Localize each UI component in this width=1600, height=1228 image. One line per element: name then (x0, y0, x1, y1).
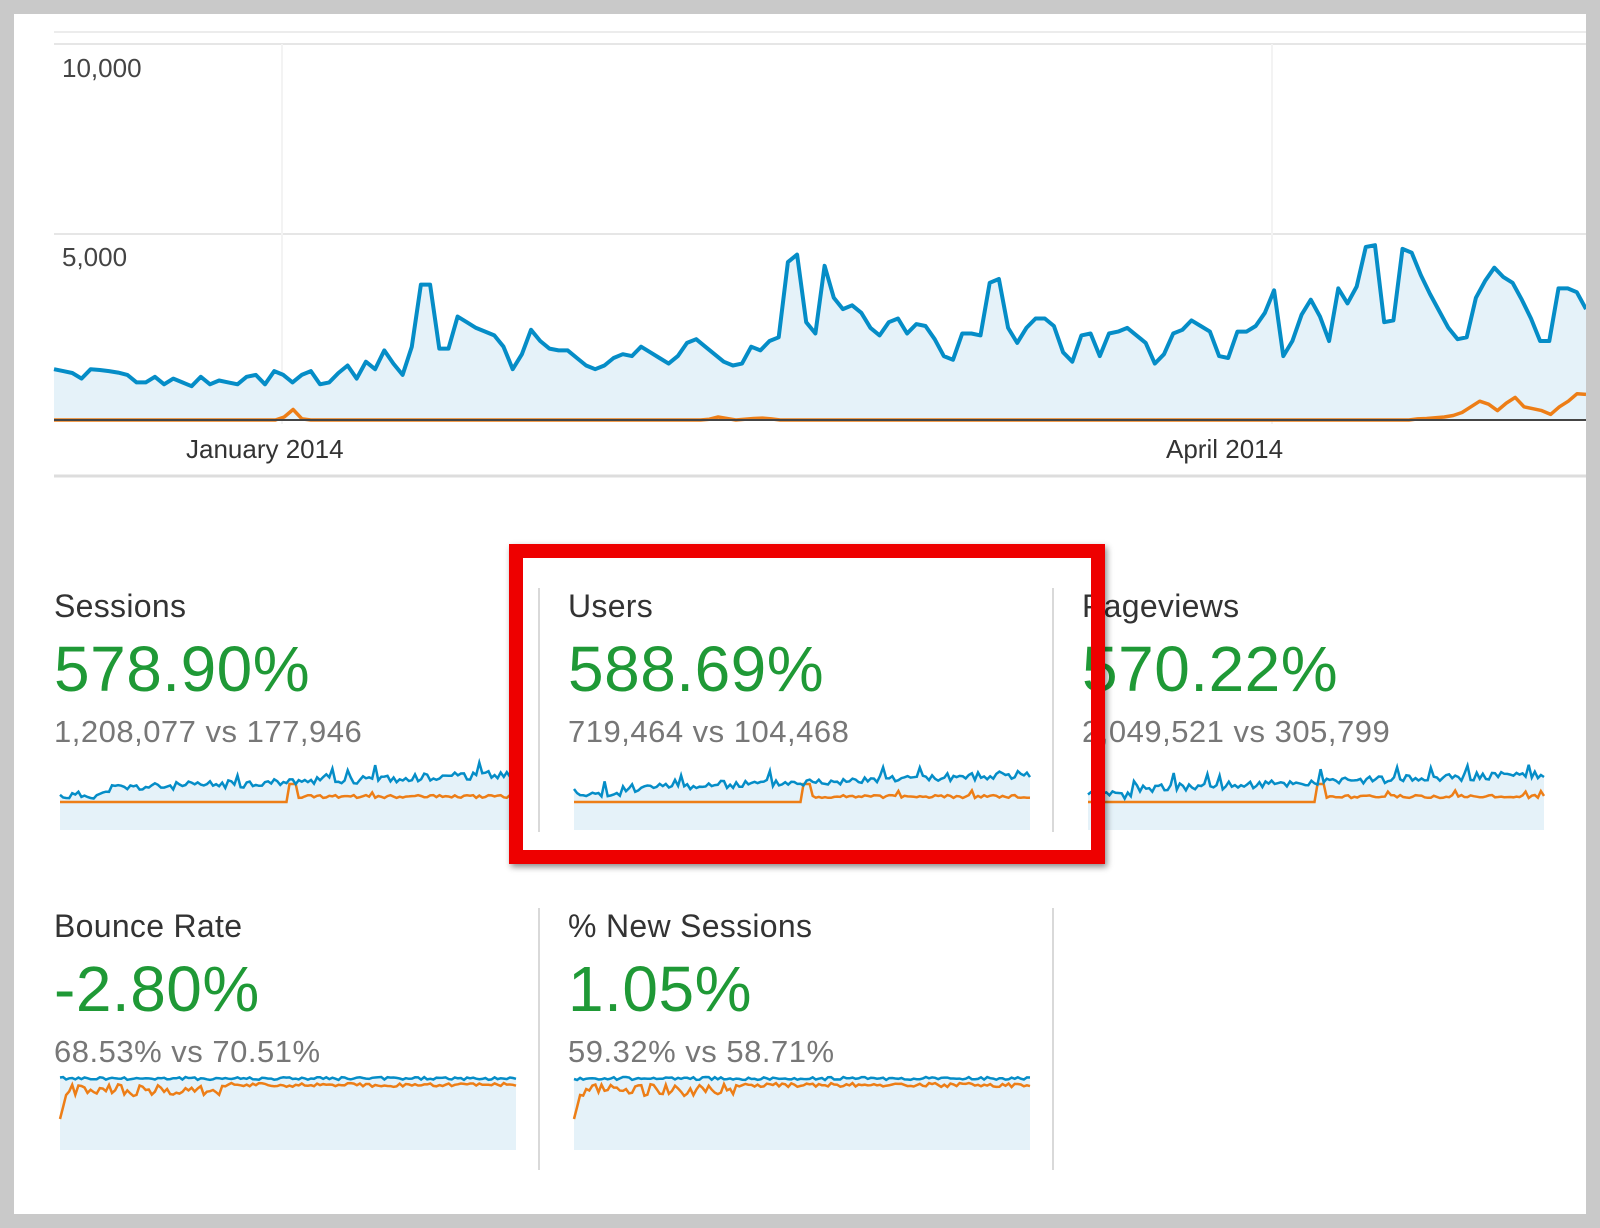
x-tick-label: April 2014 (1166, 434, 1283, 464)
sparkline-previous-line (1088, 782, 1546, 804)
metric-comparison: 1,208,077 vs 177,946 (54, 714, 363, 749)
metric-change: 588.69% (568, 633, 825, 705)
metric-label: Pageviews (1082, 588, 1240, 624)
metric-label: % New Sessions (568, 908, 813, 944)
metric-label: Users (568, 588, 654, 624)
sparkline-previous-line (574, 782, 1031, 804)
metric-users[interactable]: Users 588.69% 719,464 vs 104,468 (568, 588, 1038, 868)
sparkline (1087, 761, 1546, 830)
metric-change: 570.22% (1082, 633, 1339, 705)
metric-change: 1.05% (568, 953, 752, 1025)
metric-change: 578.90% (54, 633, 311, 705)
metric-comparison: 719,464 vs 104,468 (568, 714, 850, 749)
current-period-line (53, 243, 1586, 389)
metric-change: -2.80% (54, 953, 260, 1025)
sparkline-area (574, 1077, 1030, 1150)
sparkline-previous-line (60, 782, 517, 804)
metric-comparison: 68.53% vs 70.51% (54, 1034, 321, 1069)
sparkline-area (60, 1077, 516, 1150)
metric-bounce-rate[interactable]: Bounce Rate -2.80% 68.53% vs 70.51% (54, 908, 524, 1188)
metric-divider (1052, 588, 1054, 832)
sparkline-current-line (573, 1075, 1031, 1082)
current-area-fill (54, 245, 1586, 420)
sparkline-previous-line (572, 1080, 1031, 1120)
metric-divider (1052, 908, 1054, 1170)
metric-divider (538, 588, 540, 832)
metric-divider (538, 908, 540, 1170)
y-tick-label: 10,000 (62, 53, 142, 83)
y-tick-label: 5,000 (62, 242, 127, 272)
metric-new-sessions[interactable]: % New Sessions 1.05% 59.32% vs 58.71% (568, 908, 1038, 1188)
sparkline (572, 1075, 1031, 1150)
sparkline-current-line (1087, 761, 1545, 802)
users-highlight-box (509, 544, 1105, 864)
metric-label: Bounce Rate (54, 908, 243, 944)
metric-sessions[interactable]: Sessions 578.90% 1,208,077 vs 177,946 (54, 588, 524, 868)
sparkline-current-line (59, 757, 517, 800)
sparkline (573, 763, 1032, 830)
metric-label: Sessions (54, 588, 187, 624)
sparkline-current-line (59, 1075, 517, 1082)
metric-comparison: 59.32% vs 58.71% (568, 1034, 835, 1069)
x-tick-label: January 2014 (186, 434, 344, 464)
sessions-over-time-chart: 10,000 5,000 January 2014 April 2014 (53, 31, 1586, 478)
analytics-panel: 10,000 5,000 January 2014 April 2014 Ses… (14, 14, 1586, 1214)
metric-pageviews[interactable]: Pageviews 570.22% 2,049,521 vs 305,799 (1082, 588, 1552, 868)
metric-comparison: 2,049,521 vs 305,799 (1082, 714, 1391, 749)
sparkline (58, 1075, 517, 1150)
sparkline-previous-line (58, 1081, 517, 1120)
sparkline (59, 757, 517, 830)
sparkline-current-line (573, 763, 1032, 799)
